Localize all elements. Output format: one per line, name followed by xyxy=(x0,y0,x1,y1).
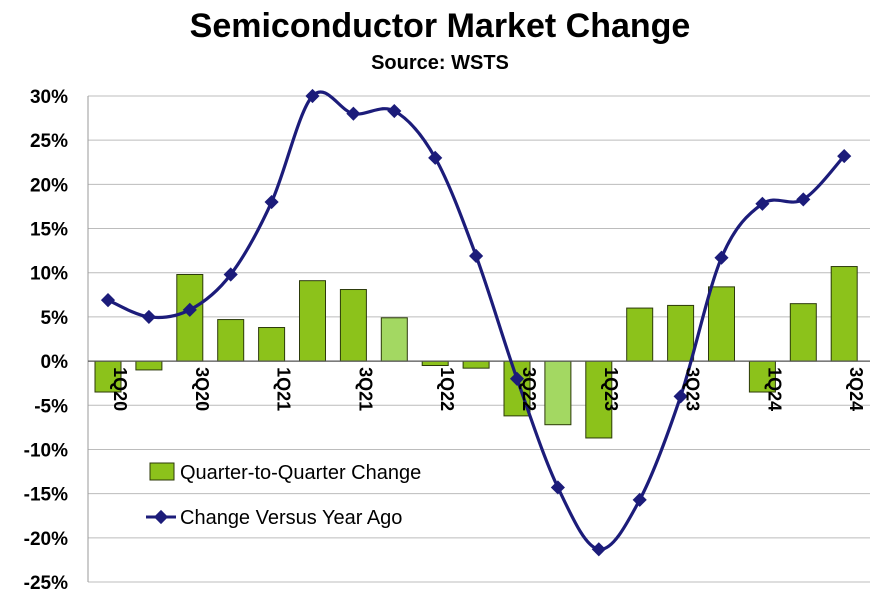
x-axis-ticks: 1Q20 3Q20 1Q21 3Q21 1Q22 3Q22 1Q23 3Q23 1Q24 3Q24 xyxy=(110,367,866,411)
x-tick-label: 3Q22 xyxy=(519,367,539,411)
bar xyxy=(708,286,735,362)
y-tick-label: 15% xyxy=(30,220,68,241)
line-marker xyxy=(632,492,647,507)
bar xyxy=(299,280,326,362)
y-tick-label: -25% xyxy=(24,573,68,594)
bar xyxy=(339,289,367,362)
line-marker xyxy=(714,250,729,265)
line-marker xyxy=(509,371,525,386)
y-tick-label: -15% xyxy=(24,485,68,506)
x-tick-label: 1Q21 xyxy=(274,367,294,411)
chart-title: Semiconductor Market Change xyxy=(190,7,691,45)
bar xyxy=(830,266,858,362)
bar xyxy=(667,304,695,362)
bar xyxy=(626,307,654,362)
bar xyxy=(176,273,204,362)
line-marker xyxy=(223,267,238,282)
bar xyxy=(748,360,776,393)
legend-bar-swatch xyxy=(149,462,175,481)
line-marker xyxy=(100,293,116,308)
y-tick-label: -20% xyxy=(24,529,68,550)
line-marker xyxy=(550,480,565,495)
yoy-line-path xyxy=(107,90,846,551)
y-tick-label: 20% xyxy=(30,175,68,196)
x-tick-label: 1Q22 xyxy=(437,367,457,411)
y-tick-label: -10% xyxy=(24,440,68,461)
line-marker xyxy=(264,194,279,210)
line-marker xyxy=(305,88,320,104)
bar xyxy=(217,319,245,362)
line-marker xyxy=(346,106,361,121)
line-marker xyxy=(141,309,156,324)
line-marker xyxy=(837,149,852,164)
y-axis-ticks: 30% 25% 20% 15% 10% 5% 0% -5% -10% -15% -20% -25% xyxy=(24,87,89,594)
x-tick-label: 3Q24 xyxy=(846,367,866,411)
bar xyxy=(789,303,817,362)
bar xyxy=(421,360,449,367)
line-marker xyxy=(591,542,606,557)
bar-series xyxy=(94,266,858,439)
x-tick-label: 3Q21 xyxy=(355,367,375,411)
y-tick-label: 10% xyxy=(30,264,68,285)
x-tick-label: 3Q23 xyxy=(683,367,703,411)
y-tick-label: -5% xyxy=(34,396,68,417)
bar xyxy=(258,327,286,362)
legend: Quarter-to-Quarter Change Change Versus … xyxy=(146,462,421,529)
y-tick-label: 25% xyxy=(30,131,68,152)
line-marker xyxy=(796,192,811,207)
y-tick-label: 30% xyxy=(30,87,68,108)
bar xyxy=(94,360,122,393)
bar xyxy=(380,317,408,362)
y-tick-label: 5% xyxy=(41,308,69,329)
x-tick-label: 1Q24 xyxy=(764,367,784,411)
line-marker xyxy=(755,196,770,211)
gridlines xyxy=(88,95,870,583)
line-marker xyxy=(428,150,443,165)
x-tick-label: 1Q20 xyxy=(110,367,130,411)
legend-bar-label: Quarter-to-Quarter Change xyxy=(180,462,421,484)
x-tick-label: 1Q23 xyxy=(601,367,621,411)
line-series xyxy=(100,88,852,557)
legend-line-marker xyxy=(153,509,169,525)
x-tick-label: 3Q20 xyxy=(192,367,212,411)
bar xyxy=(585,360,613,439)
line-marker xyxy=(469,248,484,264)
y-tick-label: 0% xyxy=(41,352,69,373)
line-marker xyxy=(387,103,402,119)
line-marker xyxy=(182,302,197,317)
bar xyxy=(462,360,490,369)
line-marker xyxy=(673,389,688,404)
bar xyxy=(544,360,572,426)
chart-subtitle: Source: WSTS xyxy=(371,52,509,74)
bar xyxy=(135,360,163,371)
legend-line-label: Change Versus Year Ago xyxy=(180,507,402,529)
